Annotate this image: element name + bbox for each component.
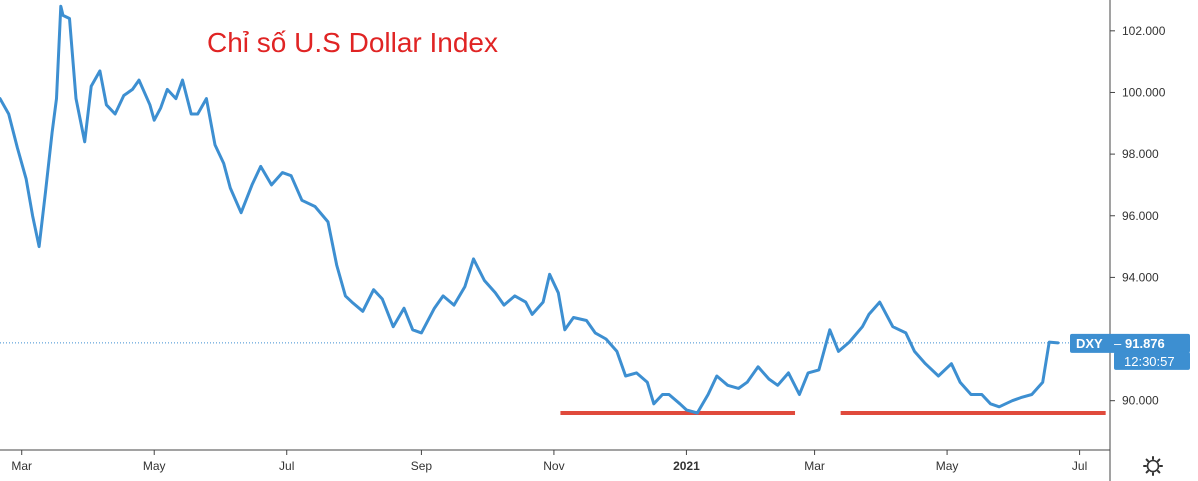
x-tick-label: Sep bbox=[411, 459, 433, 473]
current-price-tag: DXY – 91.876 12:30:57 bbox=[1070, 333, 1190, 370]
x-tick-label: Mar bbox=[804, 459, 825, 473]
x-tick-label: May bbox=[936, 459, 959, 473]
price-tag-top bbox=[1070, 333, 1190, 353]
x-tick-label: Jul bbox=[1072, 459, 1087, 473]
y-tick-label: 96.000 bbox=[1122, 209, 1159, 223]
chart-title: Chỉ số U.S Dollar Index bbox=[207, 27, 498, 58]
y-tick-label: 98.000 bbox=[1122, 147, 1159, 161]
x-tick-label: Nov bbox=[543, 459, 564, 473]
y-tick-label: 90.000 bbox=[1122, 394, 1159, 408]
y-tick-label: 100.000 bbox=[1122, 85, 1166, 99]
dxy-series-line bbox=[0, 4, 1060, 415]
series-layer bbox=[0, 4, 1060, 415]
y-axis-ticks: 102.000 100.000 98.000 96.000 94.000 90.000 bbox=[1110, 24, 1166, 408]
price-tag-bottom bbox=[1114, 351, 1190, 370]
y-tick-label: 102.000 bbox=[1122, 24, 1166, 38]
price-tag-symbol: DXY bbox=[1076, 336, 1103, 351]
gear-icon[interactable] bbox=[1143, 456, 1163, 476]
x-tick-label: 2021 bbox=[673, 459, 700, 473]
price-tag-value: 91.876 bbox=[1125, 336, 1165, 351]
x-tick-label: May bbox=[143, 459, 166, 473]
x-tick-label: Mar bbox=[11, 459, 32, 473]
x-axis-ticks: Mar May Jul Sep Nov 2021 Mar May Jul bbox=[11, 450, 1087, 473]
price-tag-dash: – bbox=[1114, 336, 1122, 351]
price-tag-time: 12:30:57 bbox=[1124, 354, 1175, 369]
y-tick-label: 94.000 bbox=[1122, 270, 1159, 284]
x-tick-label: Jul bbox=[279, 459, 294, 473]
